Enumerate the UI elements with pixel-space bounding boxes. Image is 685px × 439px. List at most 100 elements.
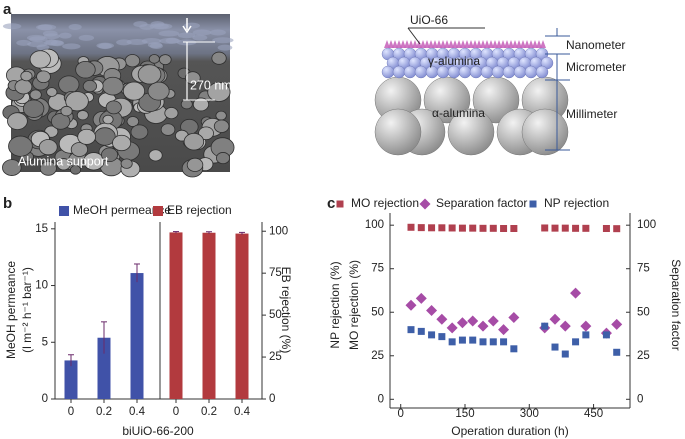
- grain: [130, 124, 149, 140]
- point: [510, 224, 518, 232]
- uio-crystal: [432, 40, 438, 48]
- point: [436, 313, 448, 325]
- film-texture: [192, 29, 212, 36]
- grain: [160, 123, 176, 136]
- grain: [147, 81, 170, 101]
- y2-tick-label: 25: [269, 351, 282, 363]
- point: [415, 292, 427, 304]
- panel-label: c: [327, 195, 335, 212]
- grain: [39, 161, 57, 176]
- grain: [46, 87, 58, 97]
- film-texture: [209, 29, 226, 36]
- uio-crystal: [500, 40, 506, 48]
- grain: [183, 132, 205, 151]
- point: [426, 305, 438, 316]
- y2-tick-label: 0: [637, 393, 643, 405]
- y-tick-label: 15: [35, 223, 48, 235]
- point: [572, 224, 580, 232]
- grain: [180, 98, 193, 110]
- grain: [82, 79, 98, 93]
- point: [417, 327, 425, 335]
- y-tick-label: 0: [378, 393, 384, 405]
- y-axis-label: (l m⁻² h⁻¹ bar⁻¹): [20, 267, 34, 353]
- film-texture: [45, 39, 58, 46]
- legend-label: MeOH permeance: [73, 203, 171, 217]
- uio-crystal: [540, 40, 546, 48]
- film-texture: [192, 34, 208, 41]
- point: [602, 331, 610, 339]
- x-tick-label: 300: [520, 408, 539, 420]
- layer-label: UiO-66: [410, 13, 448, 27]
- point: [613, 225, 621, 233]
- point: [446, 322, 458, 334]
- point: [611, 318, 623, 330]
- uio-crystal: [400, 40, 406, 48]
- uio-crystal: [532, 40, 538, 48]
- film-texture: [78, 34, 95, 41]
- point: [541, 224, 549, 232]
- film-texture: [116, 39, 132, 46]
- uio-crystal: [456, 40, 462, 48]
- y2-axis-label: EB rejection (%): [279, 267, 293, 354]
- film-texture: [98, 43, 112, 50]
- grain: [120, 158, 133, 169]
- film-texture: [2, 23, 22, 30]
- film-texture: [152, 23, 173, 30]
- film-texture: [141, 38, 162, 45]
- grain: [211, 51, 227, 65]
- layer-label: γ-alumina: [428, 54, 480, 68]
- y-tick-label: 25: [371, 350, 384, 362]
- gamma-sphere: [381, 65, 395, 79]
- uio-crystal: [396, 40, 402, 48]
- grain: [70, 142, 89, 157]
- point: [438, 224, 446, 232]
- alpha-sphere: [423, 76, 471, 124]
- point: [428, 224, 436, 232]
- uio-crystal: [436, 40, 442, 48]
- grain: [29, 50, 51, 69]
- x-axis-label: biUiO-66-200: [122, 424, 194, 438]
- point: [500, 224, 508, 232]
- gamma-sphere: [502, 65, 516, 79]
- grain: [122, 81, 146, 101]
- point: [458, 336, 466, 344]
- grain: [137, 64, 162, 85]
- grain: [186, 157, 204, 172]
- uio-crystal: [472, 40, 478, 48]
- y-tick-label: 5: [42, 336, 48, 348]
- film-texture: [58, 32, 72, 39]
- grain: [65, 91, 89, 112]
- x-tick-label: 0.4: [129, 406, 146, 418]
- legend-label: MO rejection: [351, 196, 419, 210]
- thickness-label: 270 nm: [190, 78, 232, 92]
- legend-marker: [529, 200, 537, 208]
- uio-crystal: [496, 40, 502, 48]
- grain: [36, 70, 51, 84]
- schematic-labels: UiO-66 γ-alumina α-alumina Nanometer Mic…: [407, 13, 626, 151]
- legend-label: NP rejection: [544, 196, 609, 210]
- error-bar: [68, 354, 74, 367]
- y-tick-label: 50: [371, 306, 384, 318]
- point: [438, 333, 446, 341]
- uio-crystal: [492, 40, 498, 48]
- error-bar: [173, 231, 179, 234]
- legend-label: EB rejection: [167, 203, 232, 217]
- scale-label: Micrometer: [566, 60, 626, 74]
- uio-crystal: [424, 40, 430, 48]
- grain: [38, 139, 58, 156]
- bar: [202, 232, 216, 399]
- grain: [198, 126, 214, 141]
- grain: [213, 119, 230, 133]
- grain: [101, 76, 124, 96]
- legend-marker: [419, 198, 431, 210]
- uio-crystal: [408, 40, 414, 48]
- x-tick-label: 0: [173, 406, 179, 418]
- uio-crystal: [420, 40, 426, 48]
- error-bar: [206, 231, 212, 234]
- grain: [192, 97, 210, 112]
- schematic: [374, 40, 569, 156]
- point: [487, 315, 499, 327]
- gamma-sphere: [480, 65, 494, 79]
- x-tick-label: 0: [68, 406, 74, 418]
- uio-crystal: [488, 40, 494, 48]
